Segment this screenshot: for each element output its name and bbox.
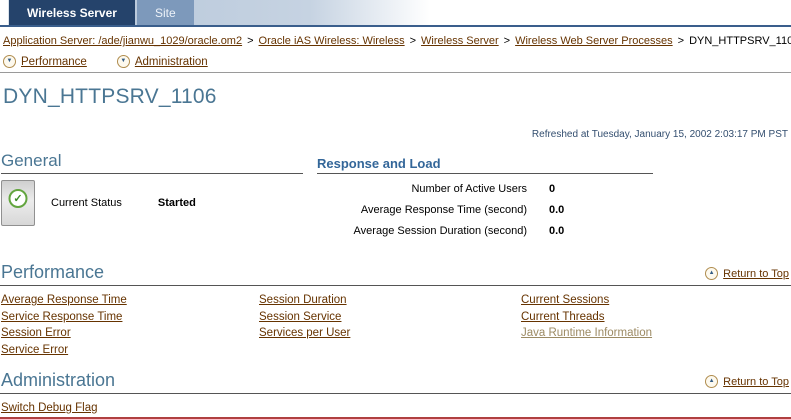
metric-label: Average Response Time (second) — [360, 204, 527, 216]
chevron-up-circle-icon: ▲ — [705, 375, 719, 388]
refreshed-timestamp: Refreshed at Tuesday, January 15, 2002 2… — [531, 129, 788, 140]
metric-row: Average Response Time (second) 0.0 — [317, 200, 653, 221]
current-status-value: Started — [157, 197, 196, 209]
status-ok-check-icon: ✓ — [8, 189, 28, 208]
link-session-service[interactable]: Session Service — [259, 310, 342, 323]
return-to-top-link[interactable]: Return to Top — [723, 375, 789, 388]
chevron-up-circle-icon: ▲ — [705, 267, 719, 280]
tab-bar: Wireless Server Site — [0, 0, 791, 27]
return-to-top-wrap: ▲ Return to Top — [705, 375, 789, 391]
breadcrumb-link-wireless-server[interactable]: Wireless Server — [421, 35, 499, 47]
quick-links-row: ▼ Performance ▼ Administration — [3, 55, 791, 68]
performance-links-column-1: Average Response Time Service Response T… — [1, 292, 259, 358]
link-java-runtime-information[interactable]: Java Runtime Information — [521, 327, 653, 339]
breadcrumb: Application Server: /ade/jianwu_1029/ora… — [3, 35, 791, 47]
link-session-error[interactable]: Session Error — [1, 327, 71, 339]
breadcrumb-current-page: DYN_HTTPSRV_1106 — [689, 35, 791, 47]
link-services-per-user[interactable]: Services per User — [259, 327, 351, 339]
metric-value: 0 — [549, 183, 556, 195]
metric-value: 0.0 — [549, 204, 565, 216]
general-section: General ✓ Current Status Started — [1, 151, 303, 242]
quicklink-performance[interactable]: Performance — [21, 55, 87, 68]
quicklink-administration[interactable]: Administration — [134, 55, 208, 68]
summary-columns: General ✓ Current Status Started Respons… — [1, 151, 791, 242]
chevron-down-circle-icon: ▼ — [116, 55, 130, 68]
return-to-top-wrap: ▲ Return to Top — [705, 267, 789, 283]
breadcrumb-separator: > — [677, 35, 685, 47]
breadcrumb-separator: > — [503, 35, 511, 47]
administration-heading: Administration — [1, 370, 116, 390]
tab-wireless-server[interactable]: Wireless Server — [9, 0, 135, 25]
current-status-row: ✓ Current Status Started — [1, 180, 303, 226]
breadcrumb-separator: > — [247, 35, 254, 47]
performance-section-header: Performance ▲ Return to Top — [0, 262, 791, 286]
bottom-divider — [0, 417, 791, 419]
metric-row: Number of Active Users 0 — [317, 179, 653, 200]
administration-section-header: Administration ▲ Return to Top — [0, 370, 791, 394]
link-service-error[interactable]: Service Error — [1, 343, 69, 356]
response-and-load-rows: Number of Active Users 0 Average Respons… — [317, 179, 653, 242]
performance-links-grid: Average Response Time Service Response T… — [1, 292, 791, 358]
general-heading: General — [1, 151, 62, 170]
link-switch-debug-flag[interactable]: Switch Debug Flag — [1, 402, 98, 414]
metric-label: Average Session Duration (second) — [353, 225, 527, 237]
return-to-top-link[interactable]: Return to Top — [723, 267, 789, 280]
chevron-down-circle-icon: ▼ — [3, 55, 16, 68]
response-and-load-heading: Response and Load — [317, 156, 441, 171]
link-average-response-time[interactable]: Average Response Time — [1, 294, 127, 306]
performance-heading: Performance — [1, 262, 105, 282]
tab-site[interactable]: Site — [136, 0, 194, 25]
metric-value: 0.0 — [549, 225, 565, 237]
link-current-threads[interactable]: Current Threads — [521, 310, 605, 323]
response-and-load-section: Response and Load Number of Active Users… — [317, 152, 653, 242]
quicklink-performance-wrap: ▼ Performance — [3, 55, 87, 68]
performance-links-column-3: Current Sessions Current Threads Java Ru… — [521, 292, 791, 358]
link-current-sessions[interactable]: Current Sessions — [521, 294, 610, 306]
metric-label: Number of Active Users — [411, 183, 527, 195]
server-status-icon: ✓ — [1, 180, 35, 226]
page-title: DYN_HTTPSRV_1106 — [3, 85, 217, 108]
link-service-response-time[interactable]: Service Response Time — [1, 310, 123, 323]
quicklink-administration-wrap: ▼ Administration — [116, 55, 208, 68]
link-session-duration[interactable]: Session Duration — [259, 294, 347, 306]
administration-links: Switch Debug Flag — [1, 400, 791, 417]
breadcrumb-link-web-server-processes[interactable]: Wireless Web Server Processes — [515, 35, 673, 47]
breadcrumb-link-oracle-ias-wireless[interactable]: Oracle iAS Wireless: Wireless — [258, 35, 405, 47]
breadcrumb-separator: > — [409, 35, 417, 47]
metric-row: Average Session Duration (second) 0.0 — [317, 221, 653, 242]
performance-links-column-2: Session Duration Session Service Service… — [259, 292, 521, 358]
breadcrumb-link-app-server[interactable]: Application Server: /ade/jianwu_1029/ora… — [3, 35, 243, 47]
current-status-label: Current Status — [51, 197, 122, 209]
header-divider — [0, 72, 791, 73]
